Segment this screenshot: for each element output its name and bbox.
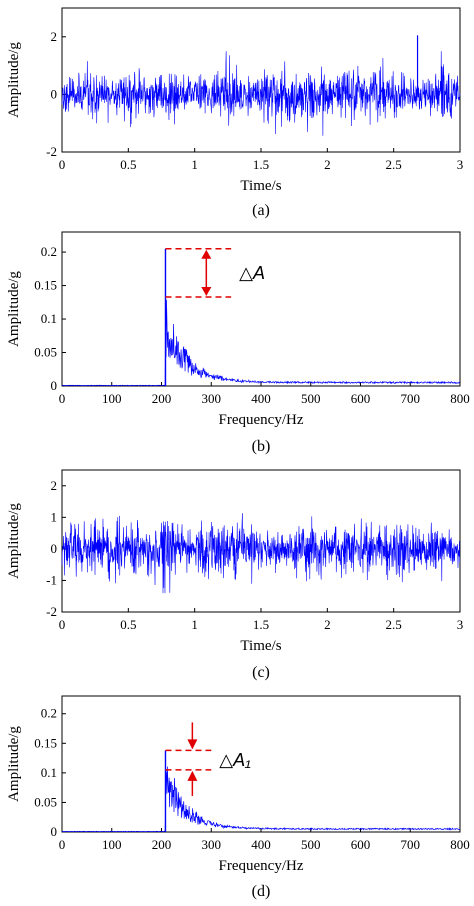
x-tick-label: 700: [401, 391, 421, 406]
x-tick-label: 500: [301, 837, 321, 852]
panel-caption: (d): [252, 883, 271, 900]
x-tick-label: 1: [191, 617, 198, 632]
y-tick-label: 2: [51, 29, 58, 44]
y-tick-label: 0.05: [34, 794, 57, 809]
x-tick-label: 200: [152, 837, 172, 852]
x-tick-label: 2: [324, 617, 331, 632]
x-tick-label: 2.5: [386, 617, 402, 632]
x-axis-label: Time/s: [240, 178, 281, 194]
x-tick-label: 0: [59, 617, 66, 632]
y-tick-label: -1: [46, 572, 57, 587]
panel-caption: (a): [252, 202, 270, 219]
x-tick-label: 1.5: [253, 617, 269, 632]
x-tick-label: 0: [59, 157, 66, 172]
plot-frame: [61, 231, 461, 387]
y-tick-label: 0.1: [41, 311, 57, 326]
chart-panel-b: 0 100 200 300 400 500 600 700 800 0 0.05 0.1 0.15 0.2…: [6, 231, 470, 455]
y-tick-label: 0.05: [34, 345, 57, 360]
y-tick-label: 0: [51, 86, 58, 101]
y-tick-label: 0.1: [41, 765, 57, 780]
x-tick-label: 0.5: [120, 617, 136, 632]
x-tick-label: 3: [457, 617, 464, 632]
y-tick-label: 0: [51, 824, 58, 839]
chart-panel-c: 0 0.5 1 1.5 2 2.5 3 -2 -1 0 1 2 Time/s Amplitude/g (c): [6, 469, 464, 681]
y-axis-label: Amplitude/g: [6, 42, 22, 118]
x-tick-label: 300: [202, 391, 222, 406]
series-line: [61, 766, 461, 833]
x-tick-label: 2: [324, 157, 331, 172]
x-tick-label: 2.5: [386, 157, 402, 172]
y-tick-label: 0: [51, 378, 58, 393]
x-tick-label: 800: [450, 837, 470, 852]
x-axis-label: Frequency/Hz: [219, 858, 304, 874]
x-tick-label: 100: [102, 391, 122, 406]
panel-caption: (b): [252, 438, 271, 455]
x-tick-label: 500: [301, 391, 321, 406]
x-tick-label: 200: [152, 391, 172, 406]
x-tick-label: 1.5: [253, 157, 269, 172]
x-tick-label: 100: [102, 837, 122, 852]
plot-frame: [61, 695, 461, 833]
y-axis-label: Amplitude/g: [6, 503, 22, 579]
y-tick-label: 0: [51, 541, 58, 556]
annotation-arrowhead-up: [201, 249, 212, 259]
x-tick-label: 400: [251, 837, 271, 852]
x-tick-label: 300: [202, 837, 222, 852]
series-line: [61, 513, 461, 594]
x-tick-label: 0.5: [120, 157, 136, 172]
y-tick-label: -2: [46, 144, 57, 159]
annotation-arrowhead-down: [201, 286, 212, 296]
y-tick-label: 0.2: [41, 244, 57, 259]
y-tick-label: 0.2: [41, 706, 57, 721]
x-axis-label: Frequency/Hz: [219, 412, 304, 428]
x-tick-label: 800: [450, 391, 470, 406]
x-tick-label: 600: [351, 837, 371, 852]
x-tick-label: 600: [351, 391, 371, 406]
y-tick-label: 0.15: [34, 735, 57, 750]
y-tick-label: 1: [51, 509, 58, 524]
y-axis-label: Amplitude/g: [6, 271, 22, 347]
annotation-arrowhead-top: [187, 739, 198, 750]
x-tick-label: 700: [401, 837, 421, 852]
series-line: [61, 299, 461, 387]
series-line: [61, 51, 461, 136]
panel-caption: (c): [252, 664, 270, 681]
y-tick-label: 2: [51, 478, 58, 493]
x-tick-label: 3: [457, 157, 464, 172]
annotation-label: △A: [239, 263, 265, 283]
y-tick-label: 0.15: [34, 278, 57, 293]
chart-panel-d: 0 100 200 300 400 500 600 700 800 0 0.05 0.1 0.15 0.2…: [6, 695, 470, 900]
x-tick-label: 400: [251, 391, 271, 406]
y-tick-label: -2: [46, 604, 57, 619]
y-axis-label: Amplitude/g: [6, 726, 22, 802]
annotation-arrowhead-bottom: [187, 770, 198, 781]
x-tick-label: 0: [59, 391, 66, 406]
x-tick-label: 1: [191, 157, 198, 172]
x-axis-label: Time/s: [240, 638, 281, 654]
annotation-label: △A₁: [219, 750, 251, 770]
x-tick-label: 0: [59, 837, 66, 852]
